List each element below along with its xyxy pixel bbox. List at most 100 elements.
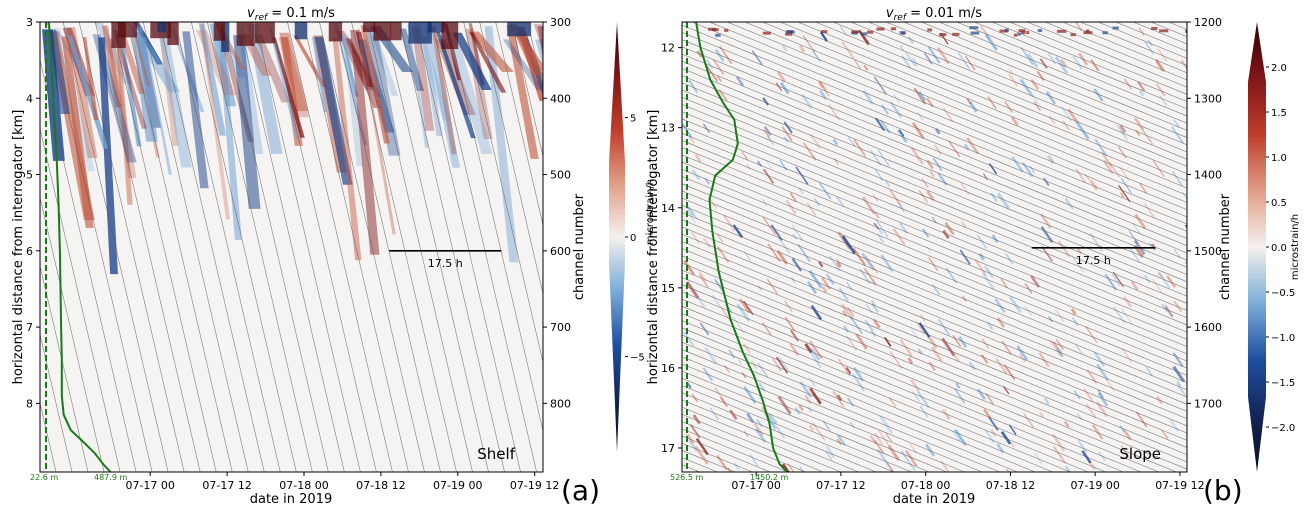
panel-b-heatmap-streak bbox=[1009, 68, 1014, 75]
panel-b-heatmap-streak bbox=[768, 413, 778, 425]
panel-b-heatmap-streak bbox=[761, 322, 772, 336]
panel-a-heatmap-streak bbox=[101, 25, 123, 108]
panel-b-colorbar-tick-label: −1.0 bbox=[1271, 333, 1295, 344]
panel-b-reference-line bbox=[682, 356, 965, 472]
panel-a-label: (a) bbox=[561, 474, 600, 507]
panel-a-heatmap-streak bbox=[342, 34, 364, 167]
panel-b-heatmap-streak bbox=[955, 382, 961, 389]
panel-b-heatmap-streak bbox=[1134, 213, 1147, 230]
panel-b-heatmap-streak bbox=[926, 334, 938, 349]
panel-b-heatmap-streak bbox=[966, 97, 972, 105]
panel-a-heatmap-streak bbox=[424, 27, 461, 168]
panel-b-colorbar-tick-label: 1.0 bbox=[1271, 153, 1287, 164]
panel-a-reference-line bbox=[319, 22, 425, 472]
panel-b-reference-line bbox=[682, 248, 1187, 456]
panel-b-heatmap-streak bbox=[1011, 156, 1024, 173]
panel-b-heatmap-blob bbox=[866, 30, 874, 34]
panel-b-heatmap-streak bbox=[1041, 246, 1053, 262]
panel-b-heatmap-streak bbox=[804, 343, 813, 354]
panel-b-heatmap-streak bbox=[719, 45, 733, 65]
panel-b-reference-line bbox=[709, 22, 1187, 218]
panel-b-heatmap-streak bbox=[1152, 279, 1163, 294]
panel-b-heatmap-streak bbox=[995, 358, 1008, 375]
panel-b-heatmap-streak bbox=[927, 46, 941, 64]
panel-b-heatmap-streak bbox=[698, 271, 707, 283]
panel-a-heatmap-streak bbox=[411, 26, 435, 131]
panel-b-heatmap-streak bbox=[919, 405, 929, 418]
panel-b-heatmap-streak bbox=[899, 339, 913, 357]
panel-b-heatmap-streak bbox=[884, 180, 891, 187]
panel-b-heatmap-streak bbox=[716, 233, 724, 243]
panel-a-heatmap-streak bbox=[107, 38, 137, 179]
panel-b-y2-axis-label: channel number bbox=[1218, 193, 1233, 300]
panel-b-reference-line bbox=[682, 219, 1187, 427]
panel-b-reference-line bbox=[682, 370, 930, 472]
panel-b-heatmap-streak bbox=[928, 361, 937, 372]
panel-a-heatmap-streak bbox=[534, 39, 543, 66]
panel-b-heatmap-streak bbox=[874, 117, 886, 132]
panel-b-heatmap-streak bbox=[790, 276, 796, 283]
panel-b-heatmap-streak bbox=[847, 136, 856, 147]
panel-b-heatmap-streak bbox=[803, 142, 817, 161]
panel-b-x-axis-label: date in 2019 bbox=[893, 492, 976, 507]
panel-b-reference-line bbox=[682, 161, 1187, 369]
panel-b-heatmap-streak bbox=[898, 129, 905, 137]
panel-a-heatmap-streak bbox=[357, 28, 396, 235]
panel-a-depth-min-label: 22.6 m bbox=[30, 473, 58, 482]
panel-a-heatmap-streak bbox=[344, 38, 382, 108]
panel-a-x-axis-label: date in 2019 bbox=[250, 492, 333, 507]
panel-b-reference-line bbox=[682, 183, 1187, 391]
panel-b-heatmap-streak bbox=[798, 44, 806, 53]
panel-b-heatmap-streak bbox=[1176, 382, 1187, 397]
panel-b-heatmap-streak bbox=[812, 422, 826, 441]
panel-a-reference-line bbox=[255, 22, 361, 472]
panel-b-heatmap-streak bbox=[1095, 363, 1110, 381]
panel-b-heatmap-blob bbox=[1017, 32, 1021, 36]
panel-b-heatmap-streak bbox=[968, 361, 977, 371]
panel-b-heatmap-streak bbox=[874, 211, 880, 219]
panel-b-heatmap-streak bbox=[1094, 138, 1108, 157]
panel-a-y2-tick-label: 700 bbox=[550, 321, 571, 334]
panel-b-heatmap-streak bbox=[1063, 420, 1070, 428]
panel-a-heatmap-streak bbox=[350, 30, 380, 255]
panel-b-heatmap-streak bbox=[1089, 179, 1099, 190]
panel-b-heatmap-streak bbox=[1172, 365, 1186, 383]
panel-b-heatmap-streak bbox=[1119, 192, 1125, 198]
panel-b-heatmap-streak bbox=[1157, 48, 1168, 62]
panel-b-reference-line bbox=[682, 255, 1187, 463]
panel-b-heatmap-streak bbox=[996, 192, 1010, 210]
panel-b-y2-tick-label: 1500 bbox=[1194, 245, 1222, 258]
panel-a-reference-line bbox=[40, 196, 105, 472]
panel-b-heatmap-streak bbox=[1084, 173, 1097, 191]
panel-b-heatmap-streak bbox=[762, 97, 770, 106]
panel-b-ticks: 07-17 00 07-17 12 07-18 00 07-18 12 07-19 00… bbox=[661, 16, 1222, 492]
panel-b-heatmap-streak bbox=[849, 316, 863, 334]
panel-a-heatmap-streak bbox=[431, 26, 457, 155]
panel-b-heatmap-streak bbox=[1139, 182, 1148, 194]
panel-b-heatmap-streak bbox=[1040, 225, 1054, 244]
panel-b-reference-line bbox=[682, 125, 1187, 333]
panel-b-heatmap-streak bbox=[899, 204, 905, 212]
panel-a-reference-line bbox=[239, 22, 345, 472]
panel-a-y2-tick-label: 500 bbox=[550, 169, 571, 182]
panel-b-heatmap-streak bbox=[926, 190, 935, 202]
panel-b-heatmap-streak bbox=[982, 408, 992, 420]
panel-b-heatmap-streak bbox=[836, 434, 846, 446]
panel-b-reference-line bbox=[682, 349, 983, 472]
panel-b-reference-line bbox=[682, 212, 1187, 419]
panel-b-colorbar-tick-label: −2.0 bbox=[1271, 423, 1295, 434]
panel-b-heatmap-streak bbox=[1093, 88, 1104, 102]
panel-b-heatmap-streak bbox=[776, 71, 786, 83]
panel-b-heatmap-streak bbox=[1072, 317, 1079, 327]
panel-b-heatmap-blob bbox=[1026, 31, 1030, 35]
panel-b-heatmap-streak bbox=[779, 81, 790, 95]
panel-b-heatmap-streak bbox=[1090, 59, 1100, 72]
panel-b-reference-line bbox=[682, 277, 1159, 472]
panel-b-heatmap-streak bbox=[1062, 120, 1070, 131]
panel-a-heatmap-blob bbox=[167, 22, 179, 46]
panel-a-heatmap-streak bbox=[421, 36, 443, 137]
panel-b-heatmap-streak bbox=[1064, 197, 1074, 210]
panel-b-heatmap-streak bbox=[1038, 352, 1050, 368]
panel-b-heatmap-streak bbox=[1073, 390, 1081, 400]
panel-b-heatmap-streak bbox=[1118, 185, 1131, 203]
